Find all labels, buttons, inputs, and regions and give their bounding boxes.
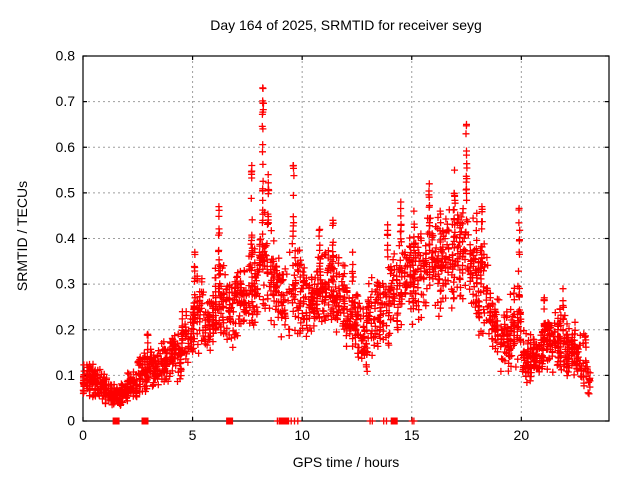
svg-text:0.6: 0.6 xyxy=(56,139,76,155)
chart-title: Day 164 of 2025, SRMTID for receiver sey… xyxy=(210,17,482,33)
svg-text:0.1: 0.1 xyxy=(56,367,76,383)
svg-text:15: 15 xyxy=(404,427,420,443)
svg-text:0.3: 0.3 xyxy=(56,276,76,292)
svg-text:0.8: 0.8 xyxy=(56,48,76,64)
svg-text:0.4: 0.4 xyxy=(56,230,76,246)
svg-text:0.5: 0.5 xyxy=(56,184,76,200)
x-axis-label: GPS time / hours xyxy=(292,454,400,470)
svg-text:0: 0 xyxy=(67,413,75,429)
svg-text:20: 20 xyxy=(514,427,530,443)
svg-text:0.7: 0.7 xyxy=(56,93,76,109)
svg-text:0.2: 0.2 xyxy=(56,321,76,337)
svg-text:0: 0 xyxy=(79,427,87,443)
svg-text:5: 5 xyxy=(189,427,197,443)
svg-text:10: 10 xyxy=(294,427,310,443)
